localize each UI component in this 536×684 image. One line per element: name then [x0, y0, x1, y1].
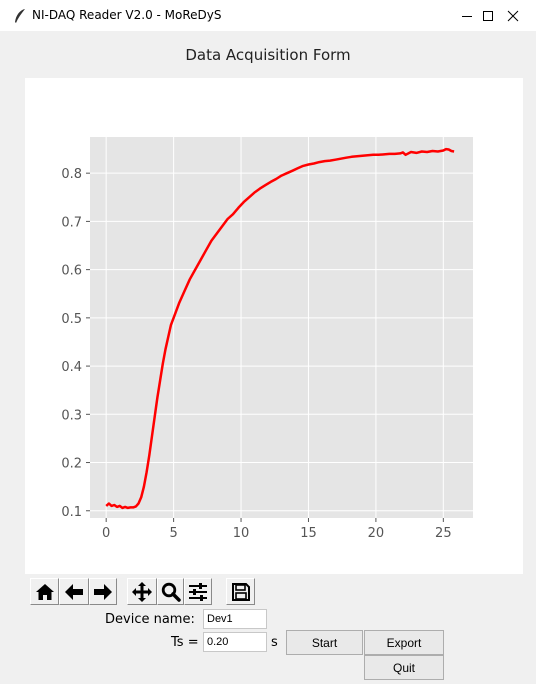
y-tick-label: 0.7	[61, 215, 82, 230]
ts-unit-label: s	[271, 635, 278, 650]
minimize-button[interactable]	[444, 0, 490, 31]
close-icon	[507, 10, 519, 21]
back-button[interactable]	[59, 578, 89, 605]
y-tick-label: 0.6	[61, 264, 82, 279]
y-tick-label: 0.4	[61, 360, 82, 375]
window-titlebar: NI-DAQ Reader V2.0 - MoReDyS	[0, 0, 536, 31]
configure-subplots-button[interactable]	[184, 578, 212, 605]
series-line	[105, 147, 455, 510]
configure-subplots-icon	[189, 582, 207, 601]
forward-arrow-icon	[94, 583, 112, 600]
maximize-icon	[483, 10, 493, 21]
pan-button[interactable]	[127, 578, 157, 605]
x-tick-label: 25	[435, 526, 452, 541]
y-tick-label: 0.2	[61, 457, 82, 472]
x-tick-label: 10	[233, 526, 250, 541]
save-button[interactable]	[226, 578, 255, 605]
y-tick-label: 0.3	[61, 408, 82, 423]
y-tick-label: 0.5	[61, 312, 82, 327]
zoom-button[interactable]	[157, 578, 184, 605]
export-button[interactable]: Export	[364, 630, 444, 655]
ts-label: Ts =	[171, 635, 199, 650]
close-button[interactable]	[490, 0, 536, 31]
minimize-icon	[462, 15, 472, 17]
ts-input[interactable]	[203, 632, 267, 652]
y-tick-label: 0.8	[61, 167, 82, 182]
zoom-icon	[161, 582, 181, 602]
form-title: Data Acquisition Form	[185, 46, 351, 64]
chart-panel: 0 5 10 15 20 25 0.1 0.2 0.3 0.4 0.5 0.6 0.7 0.8	[25, 78, 523, 574]
x-tick-label: 20	[368, 526, 385, 541]
x-tick-label: 15	[300, 526, 317, 541]
pan-icon	[132, 581, 152, 602]
line-chart[interactable]: 0 5 10 15 20 25 0.1 0.2 0.3 0.4 0.5 0.6 0.7 0.8	[25, 78, 523, 574]
home-button[interactable]	[30, 578, 59, 605]
forward-button[interactable]	[89, 578, 117, 605]
x-tick-label: 5	[169, 526, 177, 541]
plot-area	[90, 137, 473, 518]
maximize-button[interactable]	[465, 0, 511, 31]
feather-icon	[15, 9, 25, 23]
back-arrow-icon	[65, 583, 83, 600]
device-name-input[interactable]	[203, 609, 267, 629]
window-title: NI-DAQ Reader V2.0 - MoReDyS	[32, 8, 222, 22]
x-tick-label: 0	[102, 526, 110, 541]
save-icon	[231, 582, 250, 601]
home-icon	[35, 583, 54, 600]
quit-button[interactable]: Quit	[364, 655, 444, 680]
y-tick-label: 0.1	[61, 505, 82, 520]
device-name-label: Device name:	[105, 612, 195, 627]
start-button[interactable]: Start	[286, 630, 363, 655]
